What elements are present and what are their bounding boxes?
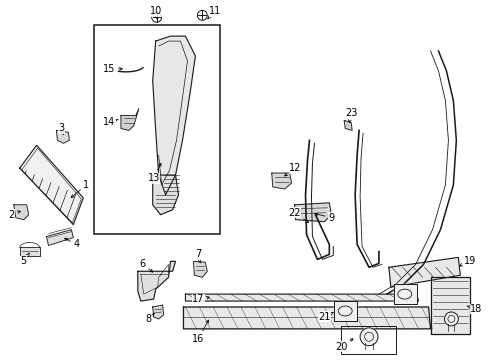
Text: 7: 7 — [195, 249, 201, 263]
Polygon shape — [388, 257, 459, 287]
Text: 12: 12 — [284, 163, 301, 176]
Text: 16: 16 — [192, 320, 208, 344]
Text: 2: 2 — [9, 210, 20, 220]
Bar — [341, 326, 395, 354]
Polygon shape — [121, 109, 139, 130]
Text: 8: 8 — [145, 313, 154, 324]
Text: 21: 21 — [318, 312, 333, 322]
Polygon shape — [271, 173, 291, 189]
Polygon shape — [294, 203, 331, 222]
Text: 11: 11 — [207, 6, 221, 19]
Polygon shape — [334, 301, 356, 321]
Polygon shape — [20, 247, 40, 256]
Text: 14: 14 — [102, 117, 118, 127]
Text: 13: 13 — [147, 163, 161, 183]
Polygon shape — [14, 205, 29, 220]
Circle shape — [444, 312, 457, 326]
Text: 4: 4 — [64, 238, 79, 249]
Text: 18: 18 — [466, 304, 481, 314]
Text: 23: 23 — [344, 108, 357, 123]
Polygon shape — [429, 277, 469, 334]
Circle shape — [359, 328, 377, 346]
Text: 10: 10 — [149, 6, 162, 18]
Text: 6: 6 — [140, 259, 152, 272]
Polygon shape — [20, 145, 83, 225]
Polygon shape — [152, 36, 195, 195]
Text: 17: 17 — [192, 294, 209, 304]
Polygon shape — [193, 261, 207, 277]
Polygon shape — [152, 305, 163, 319]
Text: 1: 1 — [71, 180, 89, 198]
Polygon shape — [185, 294, 418, 301]
Polygon shape — [152, 175, 178, 215]
Polygon shape — [344, 121, 351, 130]
Polygon shape — [46, 230, 73, 246]
Bar — [94, 25, 220, 234]
Polygon shape — [393, 284, 416, 304]
Text: 15: 15 — [102, 64, 122, 74]
Text: 5: 5 — [20, 253, 29, 266]
Text: 9: 9 — [314, 213, 334, 223]
Text: 20: 20 — [334, 339, 352, 352]
Text: 19: 19 — [459, 256, 475, 266]
Text: 3: 3 — [58, 123, 64, 135]
Text: 22: 22 — [288, 208, 308, 222]
Polygon shape — [183, 307, 429, 329]
Polygon shape — [56, 130, 69, 143]
Polygon shape — [138, 261, 175, 301]
